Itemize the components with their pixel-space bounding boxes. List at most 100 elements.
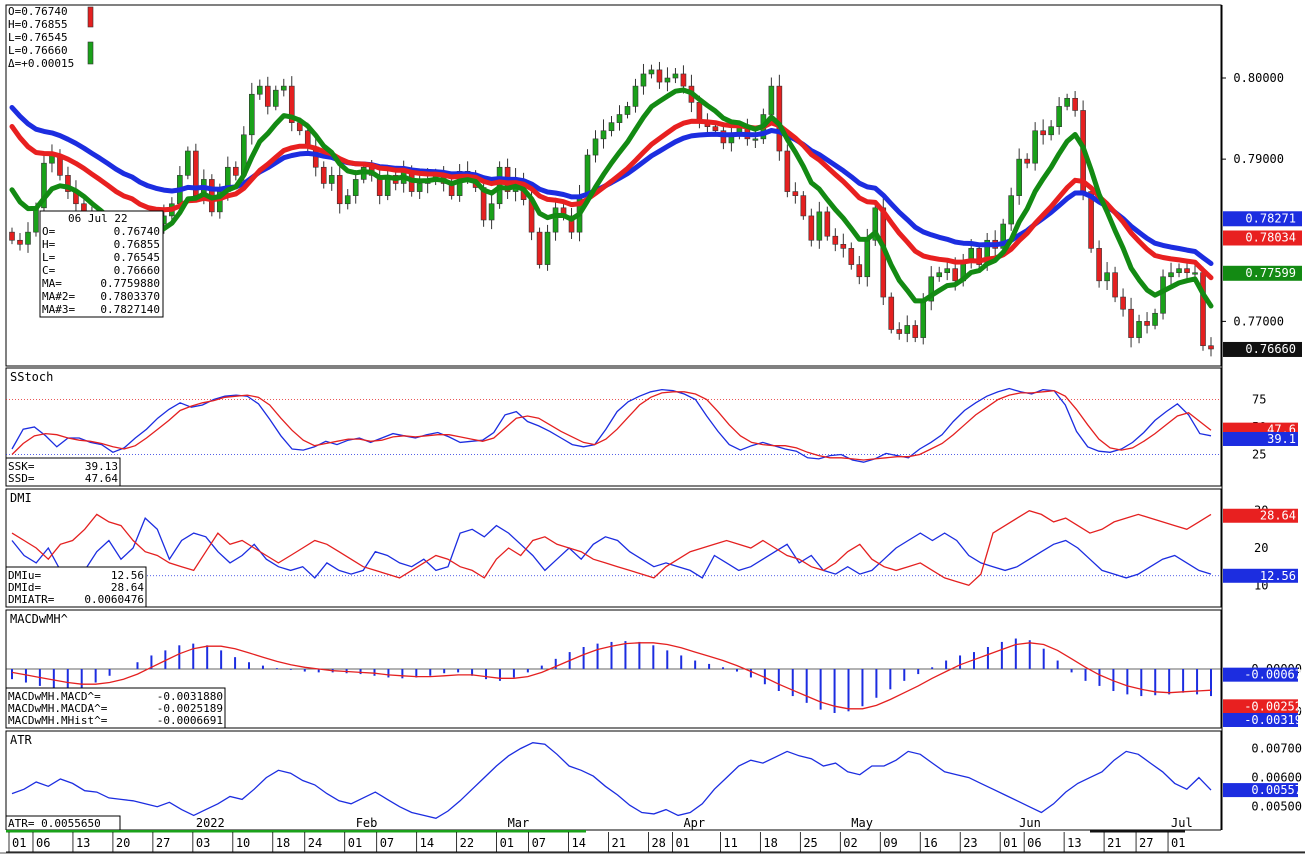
candle-up	[272, 89, 279, 107]
date-label: 01	[500, 836, 514, 850]
candle-down	[9, 231, 15, 241]
candle-down	[776, 85, 783, 152]
data-window-value: 0.76545	[114, 251, 160, 264]
candle-down	[824, 211, 831, 237]
axis-black-bar	[1090, 830, 1185, 833]
candle-up	[488, 203, 495, 221]
data-window-key: MA#3=	[42, 303, 75, 316]
candle-down	[1096, 248, 1102, 282]
panel-title: MACDwMH^	[10, 612, 68, 626]
candle-up	[600, 130, 607, 140]
ohlc-corner-label: Δ=+0.00015	[8, 57, 74, 70]
candle-up	[584, 154, 591, 196]
panel-legend-value: -0.0031880	[157, 690, 223, 703]
candle-up	[249, 93, 255, 136]
candle-down	[792, 191, 799, 196]
date-label: 20	[116, 836, 130, 850]
candle-down	[656, 69, 663, 83]
date-label: 18	[276, 836, 290, 850]
candle-up	[624, 106, 631, 115]
data-window-value: 0.7803370	[100, 290, 160, 303]
candle-up	[1176, 268, 1182, 274]
date-label: 27	[156, 836, 170, 850]
date-label: 21	[612, 836, 626, 850]
candle-down	[808, 215, 815, 241]
atr-tag	[1223, 783, 1298, 798]
candle-down	[1112, 272, 1118, 298]
dmi-tick-label: 20	[1254, 541, 1268, 555]
candle-up	[928, 276, 935, 302]
candle-up	[816, 211, 823, 241]
candle-down	[896, 329, 903, 334]
candle-up	[616, 114, 623, 123]
month-label: Jul	[1171, 816, 1193, 830]
candle-up	[352, 179, 359, 196]
atr-tick-label: 0.00700	[1251, 742, 1302, 756]
candle-up	[280, 85, 287, 91]
candle-up	[632, 85, 639, 107]
price-tag	[1223, 341, 1302, 357]
date-label: 24	[308, 836, 322, 850]
corner-candle-green	[87, 41, 94, 65]
candle-up	[904, 325, 911, 334]
candle-up	[328, 175, 335, 184]
candle-up	[1168, 272, 1174, 278]
panel-legend-key: SSD=	[8, 472, 35, 485]
macd-tag	[1223, 699, 1298, 714]
data-window-key: H=	[42, 238, 56, 251]
panel-frame	[5, 367, 1222, 487]
panel-legend-value: 28.64	[111, 581, 144, 594]
candle-down	[1208, 345, 1214, 350]
macd-tag-label: -0.00252	[1244, 699, 1302, 713]
panel-legend-box	[5, 457, 121, 487]
candle-down	[912, 325, 919, 338]
candle-down	[848, 248, 855, 265]
candle-up	[1160, 276, 1166, 314]
candle-up	[768, 85, 775, 115]
time-axis-bg	[0, 830, 1305, 852]
candle-down	[233, 166, 239, 176]
price-tag	[1223, 230, 1302, 246]
panel-legend-value: -0.0025189	[157, 702, 223, 715]
panel-legend-key: DMIATR=	[8, 593, 55, 606]
dmi-tag-label: 12.56	[1260, 569, 1296, 583]
date-label: 22	[460, 836, 474, 850]
date-label: 28	[651, 836, 665, 850]
panel-legend-key: ATR= 0.0055650	[8, 817, 101, 830]
candle-down	[568, 215, 575, 233]
dmi-tag-label: 28.64	[1260, 509, 1296, 523]
candle-down	[976, 248, 982, 265]
macd-avg-line	[11, 642, 1212, 710]
data-window-box	[39, 210, 164, 318]
candle-up	[544, 231, 551, 265]
data-window-key: MA=	[42, 277, 62, 290]
candle-down	[888, 296, 895, 330]
data-window: 06 Jul 22 O= 0.76740 H= 0.76855 L= 0.76545 C= 0.…	[39, 210, 164, 318]
month-label: 2022	[196, 816, 225, 830]
date-label: 09	[883, 836, 897, 850]
macd-tag-label: -0.00067	[1244, 668, 1302, 682]
date-label: 01	[348, 836, 362, 850]
ohlc-corner-label: H=0.76855	[8, 18, 68, 31]
candle-down	[65, 175, 71, 192]
atr-line	[11, 742, 1212, 819]
candle-down	[536, 231, 543, 265]
month-label: Mar	[508, 816, 530, 830]
data-window-value: 0.76740	[114, 225, 160, 238]
panel-legend-box	[5, 566, 147, 608]
candle-up	[1048, 126, 1054, 136]
panel-legend-box	[5, 687, 226, 729]
candle-up	[185, 150, 191, 176]
date-label: 21	[1107, 836, 1121, 850]
panel-title: SStoch	[10, 370, 53, 384]
atr-tick-label: 0.00500	[1251, 800, 1302, 814]
data-window-key: C=	[42, 264, 56, 277]
candle-up	[1104, 272, 1110, 282]
panel-legend-key: DMIu=	[8, 569, 41, 582]
month-label: Apr	[683, 816, 705, 830]
macd-tag	[1223, 712, 1298, 727]
data-window-value: 0.7759880	[100, 277, 160, 290]
data-window-key: O=	[42, 225, 56, 238]
dmi-tag	[1223, 508, 1298, 523]
